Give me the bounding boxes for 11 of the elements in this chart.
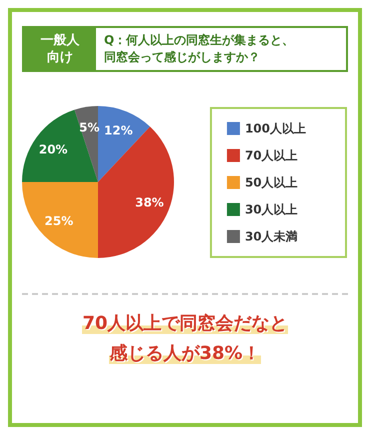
- data-label: 20%: [38, 142, 68, 156]
- chart-subtitle: 一般人向け: [40, 32, 80, 66]
- data-label: 12%: [104, 124, 133, 138]
- data-label: 25%: [44, 214, 74, 228]
- legend-label: 30人以上: [244, 202, 298, 216]
- legend-label: 70人以上: [244, 148, 298, 162]
- data-label: 38%: [135, 195, 164, 210]
- chart-title: Q：何人以上の同窓生が集まると、同窓会って感じがしますか？: [103, 32, 296, 66]
- legend-label: 30人未満: [244, 230, 298, 244]
- legend-label: 50人以上: [244, 176, 298, 190]
- legend-label: 100人以上: [244, 122, 306, 136]
